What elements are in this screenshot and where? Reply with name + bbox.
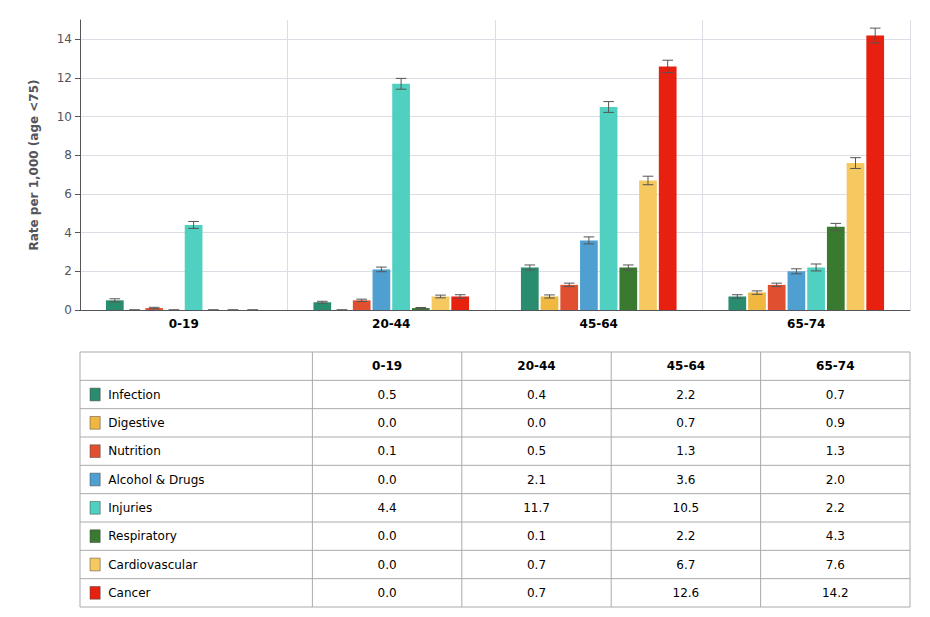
svg-text:6.7: 6.7: [676, 558, 695, 572]
svg-text:0.5: 0.5: [527, 444, 546, 458]
svg-text:2.2: 2.2: [676, 388, 695, 402]
svg-text:10.5: 10.5: [673, 501, 700, 515]
svg-text:65-74: 65-74: [787, 317, 825, 331]
svg-text:0.7: 0.7: [527, 558, 546, 572]
svg-text:0-19: 0-19: [169, 317, 199, 331]
svg-text:0.7: 0.7: [527, 586, 546, 600]
svg-text:6: 6: [64, 187, 72, 201]
svg-text:1.3: 1.3: [676, 444, 695, 458]
svg-text:14: 14: [57, 32, 72, 46]
svg-text:0-19: 0-19: [372, 359, 402, 373]
svg-text:11.7: 11.7: [523, 501, 550, 515]
svg-text:0.0: 0.0: [378, 473, 397, 487]
svg-text:4: 4: [64, 226, 72, 240]
svg-text:2.2: 2.2: [826, 501, 845, 515]
svg-text:0.9: 0.9: [826, 416, 845, 430]
svg-text:0.0: 0.0: [527, 416, 546, 430]
svg-text:7.6: 7.6: [826, 558, 845, 572]
svg-text:Infection: Infection: [108, 388, 160, 402]
svg-text:65-74: 65-74: [816, 359, 854, 373]
svg-text:8: 8: [64, 148, 72, 162]
svg-text:2: 2: [64, 264, 72, 278]
svg-text:0.7: 0.7: [826, 388, 845, 402]
svg-text:Rate per 1,000 (age <75): Rate per 1,000 (age <75): [27, 79, 41, 250]
svg-text:2.1: 2.1: [527, 473, 546, 487]
svg-text:Respiratory: Respiratory: [108, 529, 177, 543]
svg-text:0.0: 0.0: [378, 586, 397, 600]
svg-text:0.0: 0.0: [378, 416, 397, 430]
svg-text:0.1: 0.1: [527, 529, 546, 543]
svg-text:Cardiovascular: Cardiovascular: [108, 558, 197, 572]
svg-text:0.5: 0.5: [378, 388, 397, 402]
svg-text:4.4: 4.4: [378, 501, 397, 515]
svg-text:Alcohol & Drugs: Alcohol & Drugs: [108, 473, 204, 487]
svg-text:0.4: 0.4: [527, 388, 546, 402]
svg-text:0.0: 0.0: [378, 529, 397, 543]
svg-text:2.2: 2.2: [676, 529, 695, 543]
svg-text:4.3: 4.3: [826, 529, 845, 543]
svg-text:Digestive: Digestive: [108, 416, 164, 430]
svg-text:Cancer: Cancer: [108, 586, 150, 600]
svg-text:45-64: 45-64: [667, 359, 705, 373]
svg-text:12.6: 12.6: [673, 586, 700, 600]
svg-text:1.3: 1.3: [826, 444, 845, 458]
svg-text:20-44: 20-44: [372, 317, 410, 331]
svg-text:2.0: 2.0: [826, 473, 845, 487]
svg-text:0: 0: [64, 303, 72, 317]
svg-text:3.6: 3.6: [676, 473, 695, 487]
svg-text:Nutrition: Nutrition: [108, 444, 161, 458]
svg-text:Injuries: Injuries: [108, 501, 152, 515]
svg-text:45-64: 45-64: [580, 317, 618, 331]
svg-text:0.0: 0.0: [378, 558, 397, 572]
svg-text:10: 10: [57, 110, 72, 124]
svg-text:0.1: 0.1: [378, 444, 397, 458]
svg-text:0.7: 0.7: [676, 416, 695, 430]
svg-text:12: 12: [57, 71, 72, 85]
svg-text:20-44: 20-44: [517, 359, 555, 373]
svg-text:14.2: 14.2: [822, 586, 849, 600]
